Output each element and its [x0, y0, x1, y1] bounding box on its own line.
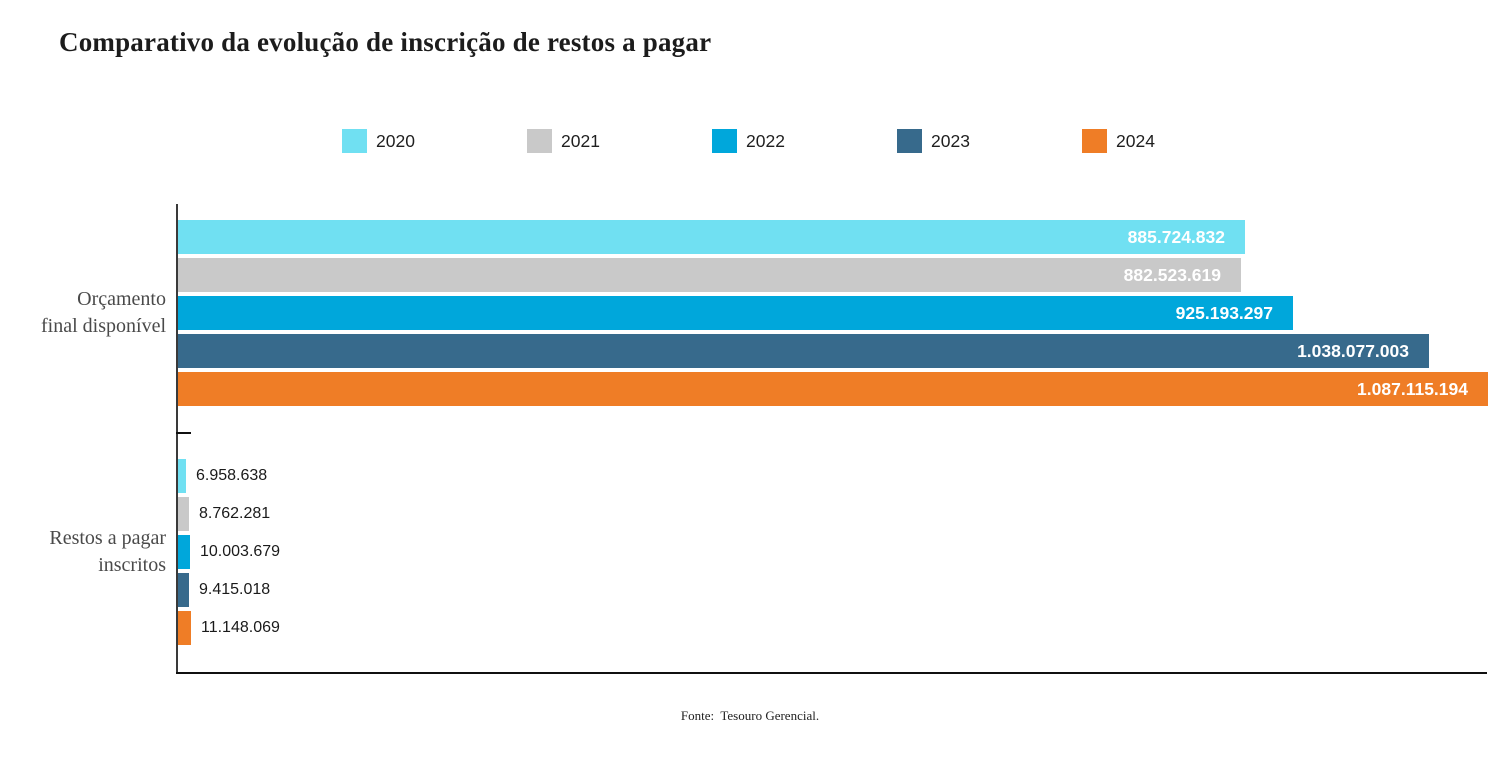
bar-value-label: 11.148.069	[201, 619, 280, 636]
bar-value-label: 1.087.115.194	[1357, 379, 1468, 399]
legend-label: 2024	[1116, 131, 1155, 151]
legend-item-2020: 2020	[342, 129, 527, 153]
bar-value-label: 885.724.832	[1127, 227, 1225, 247]
bar-2020: 885.724.832	[178, 220, 1245, 254]
x-axis-line	[176, 672, 1487, 674]
category-label: Orçamento final disponível	[41, 288, 166, 337]
legend-item-2023: 2023	[897, 129, 1082, 153]
bar-value-label: 1.038.077.003	[1297, 341, 1409, 361]
legend-swatch-icon	[897, 129, 922, 153]
bar-2024: 1.087.115.194	[178, 372, 1488, 406]
legend-label: 2021	[561, 131, 600, 151]
bar-value-label: 925.193.297	[1175, 303, 1273, 323]
bar-2020: 6.958.638	[178, 459, 267, 493]
bar-2023: 1.038.077.003	[178, 334, 1429, 368]
bar-2022: 925.193.297	[178, 296, 1293, 330]
bar-value-label: 882.523.619	[1123, 265, 1221, 285]
legend-label: 2020	[376, 131, 415, 151]
bar-value-label: 6.958.638	[196, 467, 268, 484]
legend-label: 2022	[746, 131, 785, 151]
legend-label: 2023	[931, 131, 970, 151]
page-title: Comparativo da evolução de inscrição de …	[59, 27, 712, 57]
category-label: Restos a pagar inscritos	[49, 527, 166, 576]
legend-swatch-icon	[712, 129, 737, 153]
bar-2021: 882.523.619	[178, 258, 1241, 292]
bar-2022: 10.003.679	[178, 535, 280, 569]
legend: 2020 2021 2022 2023 2024	[342, 129, 1267, 153]
bar-value-label: 8.762.281	[199, 505, 271, 522]
category-divider-tick	[176, 432, 191, 434]
bar-2023: 9.415.018	[178, 573, 270, 607]
legend-item-2022: 2022	[712, 129, 897, 153]
legend-swatch-icon	[1082, 129, 1107, 153]
legend-item-2021: 2021	[527, 129, 712, 153]
bar-2021: 8.762.281	[178, 497, 270, 531]
bar-value-label: 9.415.018	[199, 581, 271, 598]
legend-swatch-icon	[527, 129, 552, 153]
bar-value-label: 10.003.679	[200, 543, 281, 560]
legend-swatch-icon	[342, 129, 367, 153]
y-axis-line	[176, 204, 178, 674]
legend-item-2024: 2024	[1082, 129, 1267, 153]
bar-2024: 11.148.069	[178, 611, 280, 645]
source-note: Fonte: Tesouro Gerencial.	[680, 708, 820, 723]
